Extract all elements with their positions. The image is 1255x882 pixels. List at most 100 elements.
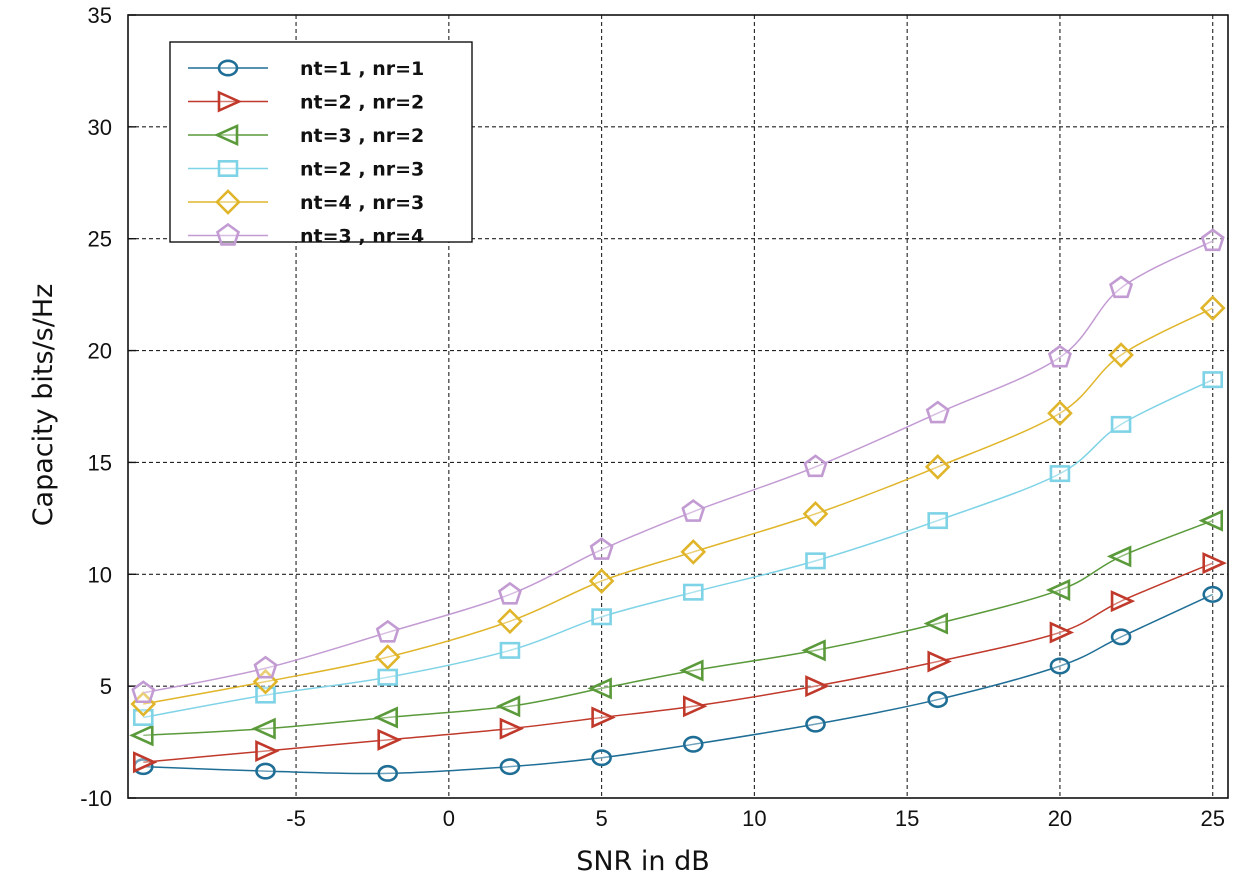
data-point: [682, 583, 704, 601]
legend-label: nt=4 , nr=3: [300, 192, 424, 214]
legend-label: nt=2 , nr=2: [300, 92, 424, 114]
data-point: [927, 650, 952, 673]
data-point: [373, 706, 399, 729]
data-point: [1049, 657, 1071, 675]
data-point: [1110, 628, 1132, 646]
series-3: [129, 509, 1224, 747]
series-line: [143, 378, 1214, 719]
data-point: [805, 552, 826, 570]
data-point: [499, 758, 521, 776]
data-point: [132, 751, 158, 774]
series-line: [143, 562, 1214, 763]
legend-label: nt=3 , nr=2: [300, 125, 424, 147]
series-2: [132, 552, 1227, 774]
series-line: [143, 307, 1214, 705]
legend: nt=1 , nr=1 nt=2 , nr=2 nt=3 , nr=2 nt=2 , …: [169, 41, 473, 248]
data-point: [927, 512, 949, 530]
series-line: [143, 240, 1214, 694]
data-point: [682, 735, 704, 753]
plot-frame: [127, 14, 1229, 799]
x-tick-label: 15: [895, 806, 919, 831]
legend-marker: [217, 90, 243, 113]
data-point: [682, 695, 708, 718]
data-point: [1108, 342, 1134, 368]
series-4: [132, 371, 1224, 726]
data-point: [924, 454, 951, 480]
data-point: [253, 655, 278, 679]
data-point: [801, 639, 826, 662]
data-point: [255, 740, 280, 763]
data-point: [255, 762, 276, 780]
legend-marker: [213, 123, 239, 147]
data-point: [679, 659, 704, 682]
data-point: [681, 499, 706, 522]
series-group: [129, 228, 1227, 782]
data-point: [377, 764, 399, 782]
data-point: [495, 695, 521, 718]
y-tick-label: 5: [100, 674, 112, 699]
data-point: [1202, 371, 1224, 389]
legend-marker: [217, 59, 239, 77]
x-tick-label: 5: [595, 806, 607, 831]
legend-box: [169, 41, 473, 243]
data-point: [1202, 585, 1224, 603]
y-tick-label: 25: [88, 227, 112, 252]
y-axis-label: Capacity bits/s/Hz: [28, 284, 59, 527]
legend-item: nt=1 , nr=1: [188, 58, 424, 80]
data-point: [591, 749, 612, 767]
data-point: [255, 686, 276, 704]
data-point: [132, 708, 154, 726]
x-axis-label: SNR in dB: [576, 846, 710, 877]
data-point: [375, 619, 400, 643]
y-tick-label: -10: [80, 786, 112, 811]
data-point: [1110, 590, 1136, 613]
series-line: [143, 593, 1214, 775]
series-1: [132, 585, 1224, 782]
data-point: [588, 568, 615, 594]
data-point: [497, 608, 523, 635]
data-point: [925, 400, 950, 424]
data-point: [1109, 275, 1134, 299]
series-6: [131, 228, 1225, 704]
legend-label: nt=2 , nr=3: [300, 159, 424, 181]
data-point: [499, 641, 521, 659]
legend-item: nt=2 , nr=2: [188, 90, 424, 114]
data-point: [923, 612, 949, 635]
data-point: [927, 691, 949, 709]
data-point: [499, 717, 525, 740]
legend-item: nt=2 , nr=3: [188, 159, 424, 181]
y-tick-label: 30: [88, 115, 112, 140]
data-point: [1049, 465, 1071, 483]
series-5: [130, 295, 1226, 717]
data-point: [1106, 545, 1132, 568]
legend-item: nt=4 , nr=3: [188, 189, 424, 215]
data-point: [497, 581, 522, 605]
y-tick-label: 15: [88, 450, 112, 475]
legend-item: nt=3 , nr=4: [188, 222, 424, 248]
data-point: [1049, 621, 1075, 644]
data-point: [1198, 509, 1224, 532]
data-point: [1202, 552, 1227, 575]
data-point: [377, 728, 402, 751]
legend-item: nt=3 , nr=2: [188, 123, 424, 147]
data-point: [251, 717, 276, 740]
data-point: [803, 454, 828, 478]
data-point: [805, 675, 830, 698]
data-point: [1200, 228, 1225, 252]
data-point: [1045, 578, 1071, 601]
data-point: [1199, 295, 1226, 321]
data-point: [805, 715, 826, 733]
data-point: [802, 501, 829, 527]
legend-label: nt=3 , nr=4: [300, 226, 424, 248]
legend-label: nt=1 , nr=1: [300, 58, 424, 80]
data-point: [589, 537, 614, 560]
y-tick-label: 20: [88, 339, 112, 364]
data-point: [377, 668, 399, 686]
x-tick-label: 20: [1048, 806, 1072, 831]
data-point: [129, 724, 154, 747]
x-tick-label: -5: [286, 806, 306, 831]
data-point: [587, 677, 612, 700]
legend-marker: [217, 160, 239, 178]
y-tick-label: 10: [88, 562, 112, 587]
